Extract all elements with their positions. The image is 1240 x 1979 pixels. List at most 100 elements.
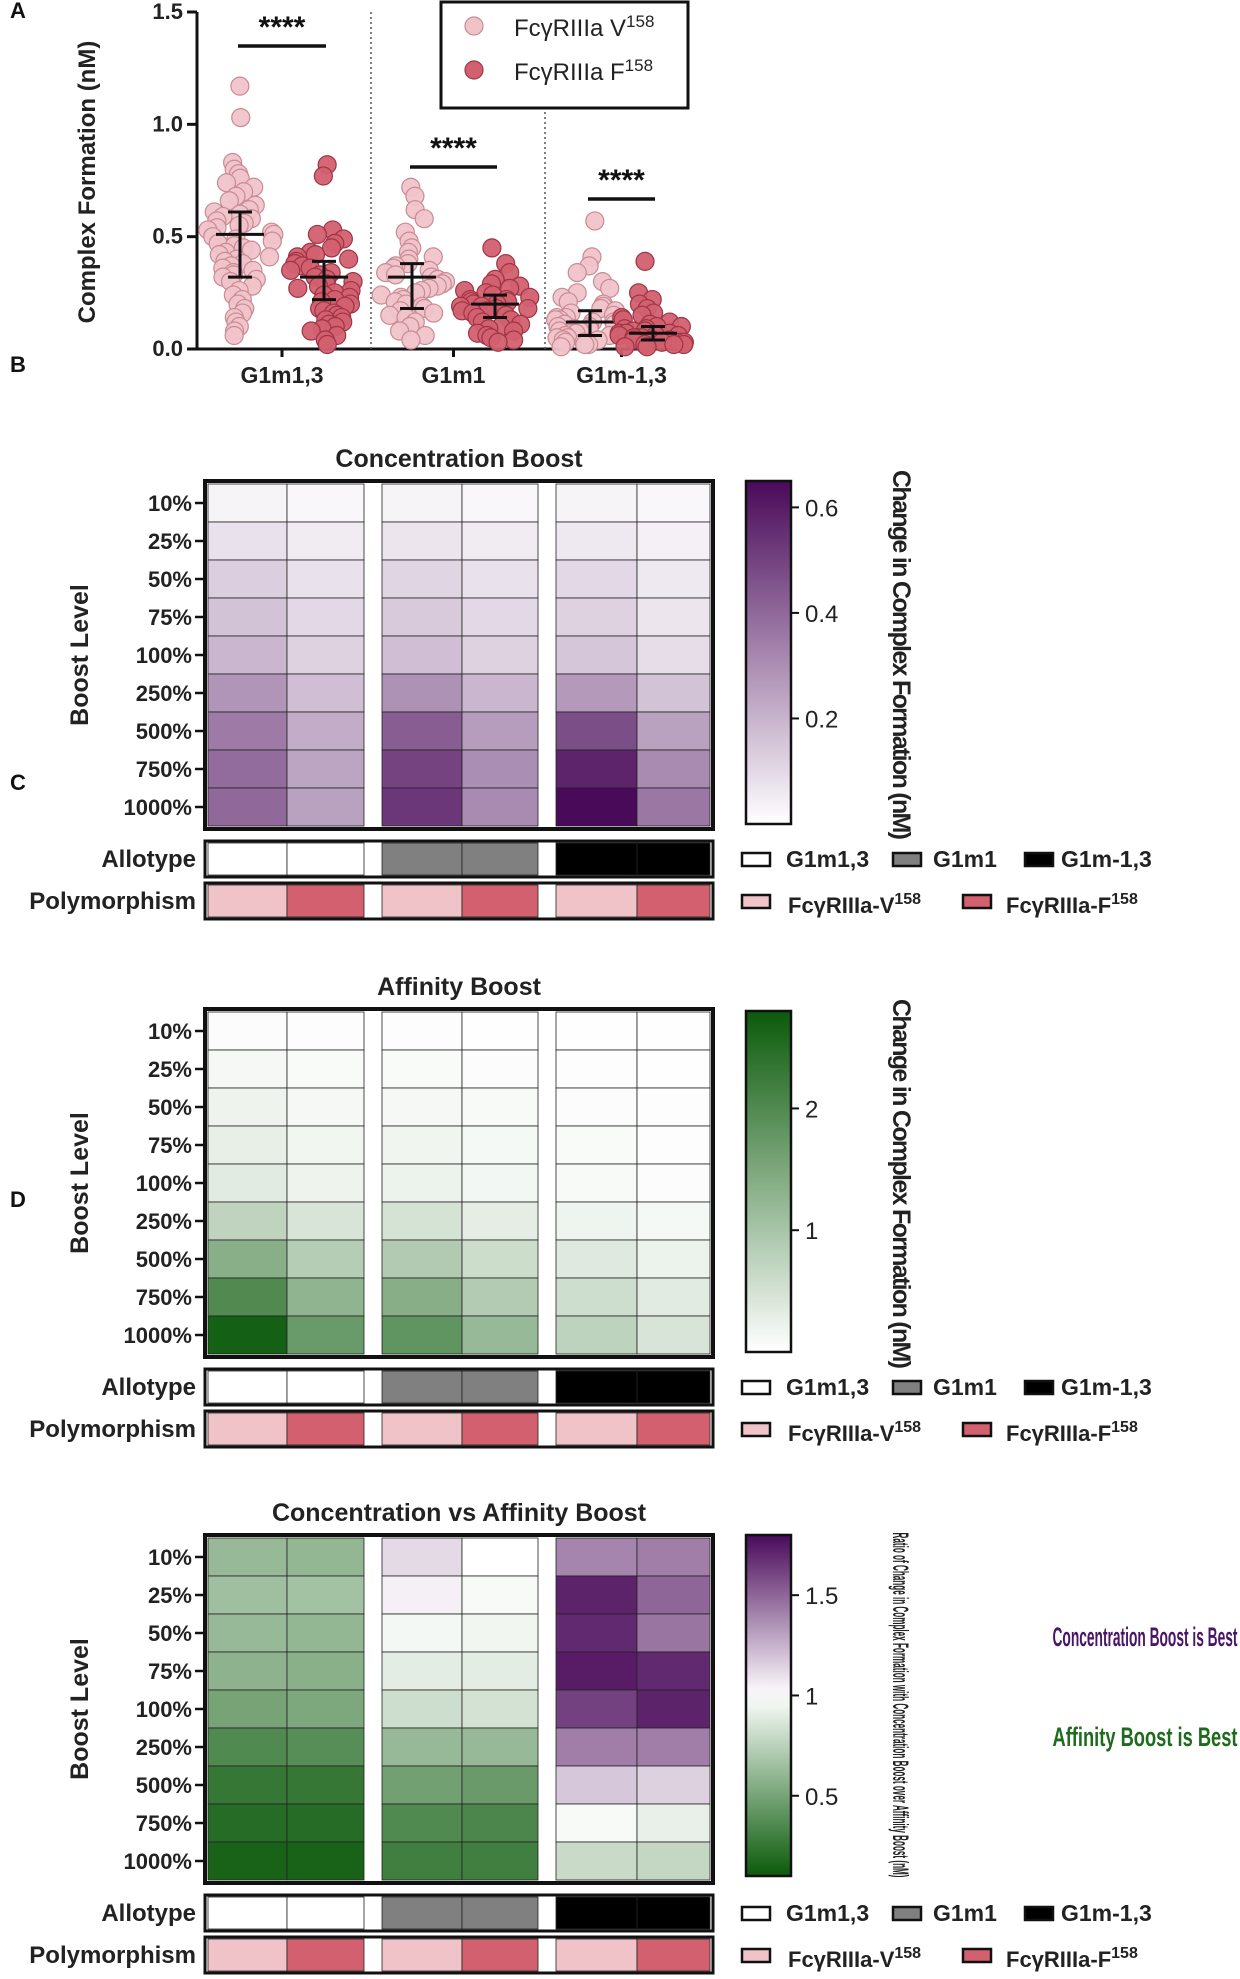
allotype-legend-swatch [740,851,772,868]
heatmap-cell [286,1239,365,1279]
data-point-f158 [615,337,635,357]
heatmap-cell [461,1125,539,1165]
heatmap-cell [207,1689,288,1729]
polymorphism-legend-label-0-sup: 158 [894,1419,921,1436]
heatmap-cell [555,597,638,637]
colorbar [744,479,793,826]
legend-marker-v158 [464,16,484,36]
data-point-f158 [317,334,337,355]
polymorphism-legend-swatch [961,893,993,910]
heatmap-cell [636,521,711,561]
allotype-legend-swatch [740,1379,772,1396]
annotation-0: Concentration Boost is Best [1053,1622,1238,1652]
data-point-v158 [224,325,244,346]
heatmap-cell [381,673,463,713]
strip-label-polymorphism: Polymorphism [29,1942,196,1969]
heatmap-cell [286,1537,365,1577]
heatmap-cell [555,1315,638,1355]
y-axis-label: Boost Level [66,584,94,726]
polymorphism-cell [207,1412,288,1446]
polymorphism-cell [555,1938,638,1972]
heatmap-cell [207,749,288,789]
heatmap-cell [381,1651,463,1691]
polymorphism-legend-swatch [961,1947,993,1964]
heatmap-cell [636,1201,711,1241]
heatmap-cell [286,1803,365,1843]
data-point-v158 [262,231,282,251]
colorbar-tick-label: 0.2 [805,706,838,733]
annotation-1: Affinity Boost is Best [1053,1722,1238,1752]
polymorphism-legend-swatch [740,1421,772,1438]
polymorphism-legend-label-0-base: FcγRIIIa-V [788,893,895,918]
heatmap-cell [381,1125,463,1165]
data-point-f158 [518,298,538,319]
heatmap-cell [381,711,463,751]
data-point-f158 [637,337,657,357]
polymorphism-cell [286,1412,365,1446]
heatmap-cell [381,1049,463,1089]
data-point-f158 [321,238,342,258]
heatmap-cell [381,1803,463,1843]
data-point-f158 [488,332,508,352]
heatmap-cell [555,1803,638,1843]
row-label: 500% [136,719,192,744]
allotype-legend-label: G1m1,3 [786,1374,869,1400]
heatmap-cell [286,1163,365,1203]
polymorphism-cell [555,884,638,918]
row-label: 250% [136,1209,192,1234]
heatmap-cell [381,635,463,675]
y-tick-label: 1.5 [152,0,183,24]
heatmap-cell [461,711,539,751]
polymorphism-cell [381,1412,463,1446]
heatmap-cell [207,1613,288,1653]
allotype-cell [381,842,463,876]
heatmap-cell [207,1315,288,1355]
heatmap-cell [286,597,365,637]
heatmap-cell [207,1163,288,1203]
heatmap-cell [286,1125,365,1165]
allotype-legend-swatch [891,1905,923,1922]
allotype-legend-label: G1m1,3 [786,846,869,872]
x-tick-label: G1m1 [422,362,486,388]
allotype-legend-swatch [1023,851,1055,868]
heatmap-frame [203,479,715,831]
data-point-v158 [585,211,605,231]
allotype-cell [286,1896,365,1930]
heatmap-cell [555,1537,638,1577]
allotype-cell [207,1370,288,1404]
polymorphism-legend-label-1-base: FcγRIIIa-F [1006,893,1111,918]
row-label: 25% [148,1583,192,1608]
data-point-f158 [301,321,321,341]
heatmap-cell [636,673,711,713]
heatmap-cell [636,1575,711,1615]
data-point-v158 [575,334,595,355]
row-label: 750% [136,1285,192,1310]
heatmap-cell [461,1277,539,1317]
heatmap-cell [461,1765,539,1805]
heatmap-cell [286,483,365,523]
heatmap-cell [207,559,288,599]
allotype-cell [207,1896,288,1930]
heatmap-cell [461,1613,539,1653]
heatmap-cell [555,787,638,827]
polymorphism-legend-label-0-base: FcγRIIIa-V [788,1421,895,1446]
heatmap-cell [381,483,463,523]
heatmap-cell [461,1201,539,1241]
allotype-cell [461,842,539,876]
heatmap-cell [555,1841,638,1881]
heatmap-cell [555,635,638,675]
row-label: 1000% [123,795,192,820]
panel-letter-D: D [10,1187,26,1212]
data-point-v158 [567,263,587,283]
row-label: 500% [136,1773,192,1798]
heatmap-cell [381,1277,463,1317]
legend-item-1-base: FcγRIIIa F [514,59,625,86]
heatmap-cell [555,1049,638,1089]
allotype-cell [555,842,638,876]
heatmap-cell [461,1537,539,1577]
heatmap-cell [636,1651,711,1691]
heatmap-cell [381,1163,463,1203]
strip-label-allotype: Allotype [101,1374,196,1401]
heatmap-cell [461,1575,539,1615]
